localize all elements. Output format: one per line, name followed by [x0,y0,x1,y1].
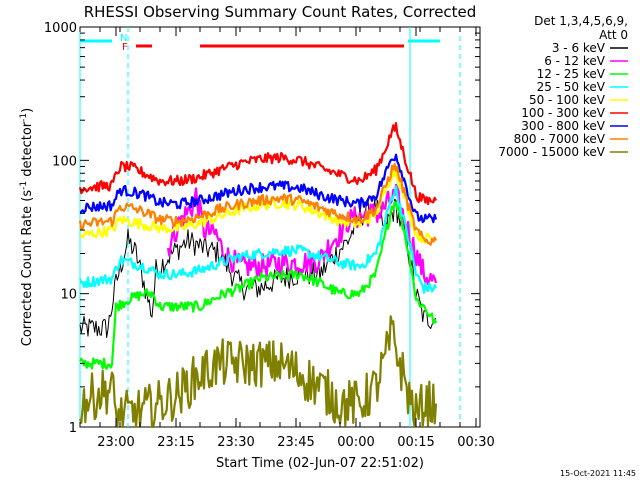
series-line-8 [78,315,438,429]
legend-label: 3 - 6 keV [552,41,606,55]
legend-label: 12 - 25 keV [537,67,606,81]
y-tick-label: 1 [69,421,77,436]
legend-label: 50 - 100 keV [529,93,606,107]
series-line-5 [78,121,437,206]
x-tick-label: 23:00 [97,435,134,450]
x-axis: 23:00 23:15 23:30 23:45 00:00 00:15 00:30 [79,27,495,450]
y-label-part: ) [20,108,35,113]
series-line-6 [79,153,438,224]
legend-label: 800 - 7000 keV [514,132,606,146]
y-tick-label: 10 [60,288,77,303]
y-label-superscript: -1 [19,113,29,122]
x-tick-label: 00:30 [457,435,494,450]
y-tick-label: 100 [52,154,77,169]
y-label-superscript: -1 [19,181,29,190]
legend-label: 300 - 800 keV [521,119,605,133]
x-axis-label: Start Time (02-Jun-07 22:51:02) [216,456,424,471]
flag-label-F: F [122,42,128,53]
x-tick-label: 00:15 [397,435,434,450]
legend-header-line-1: Det 1,3,4,5,6,9, [534,14,628,28]
x-tick-label: 23:15 [157,435,194,450]
flag-bars: FN [80,33,440,53]
x-tick-label: 23:45 [277,435,314,450]
legend-label: 25 - 50 keV [537,80,606,94]
series-line-7 [78,163,438,246]
legend-label: 7000 - 15000 keV [498,145,605,159]
x-tick-label: 00:00 [337,435,374,450]
flag-label-N: N [120,33,127,44]
series-line-4 [79,168,437,245]
x-tick-label: 23:30 [217,435,254,450]
y-axis-label: Corrected Count Rate (s-1 detector-1) [19,108,35,346]
legend-label: 6 - 12 keV [544,54,606,68]
y-label-part: detector [20,121,35,181]
series-layer [78,121,438,429]
legend-header-line-2: Att 0 [599,28,628,42]
chart-title: RHESSI Observing Summary Count Rates, Co… [84,3,477,21]
generated-timestamp: 15-Oct-2021 11:45 [560,469,636,478]
y-label-part: Corrected Count Rate (s [20,190,35,347]
y-tick-label: 1000 [44,21,77,36]
plot-area: FN [78,26,481,429]
series-line-3 [78,185,438,294]
y-axis: 1 10 100 1000 [44,21,480,436]
series-line-1 [166,183,438,286]
series-line-2 [79,200,438,370]
legend-label: 100 - 300 keV [521,106,605,120]
